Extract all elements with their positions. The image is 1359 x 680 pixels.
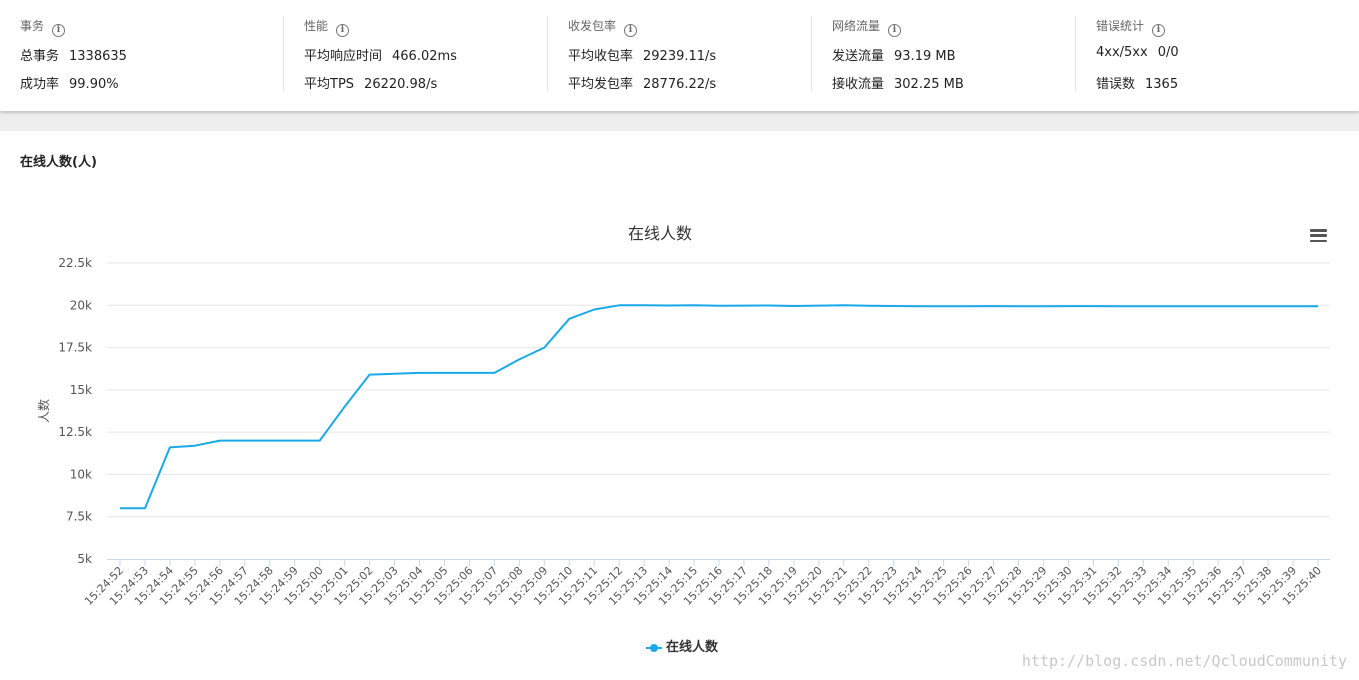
stat-group-header: 收发包率 i (568, 17, 638, 37)
stat-label: 错误数 (1096, 77, 1136, 92)
divider (283, 16, 284, 91)
info-icon[interactable]: i (52, 24, 66, 37)
stat-group-title: 性能 (304, 19, 329, 33)
y-tick-label: 15k (70, 383, 92, 397)
stats-panel: 事务 i 总事务 1338635 成功率 99.90% 性能 i 平均响应时间 466.0… (0, 0, 1359, 111)
y-tick-label: 17.5k (58, 341, 92, 355)
stat-value: 302.25 MB (894, 77, 964, 92)
stat-value: 1365 (1145, 77, 1179, 92)
stat-value: 99.90% (69, 77, 119, 92)
stat-group-title: 错误统计 (1096, 19, 1145, 33)
chart-menu-icon[interactable] (1310, 229, 1327, 243)
chart-title: 在线人数 (627, 224, 692, 243)
stat-row: 平均收包率 29239.11/s (568, 45, 716, 64)
legend-label: 在线人数 (666, 640, 719, 655)
series-line-online-users (120, 304, 1318, 510)
divider (547, 16, 548, 91)
stat-row: 错误数 1365 (1096, 73, 1178, 92)
stat-group-title: 事务 (20, 19, 45, 33)
stat-row: 平均响应时间 466.02ms (304, 45, 457, 64)
stat-value: 1338635 (69, 49, 127, 64)
stat-row: 发送流量 93.19 MB (832, 45, 956, 64)
stat-group-header: 错误统计 i (1096, 17, 1166, 37)
stat-group-header: 事务 i (20, 17, 66, 37)
stat-group-title: 收发包率 (568, 19, 617, 33)
stat-row: 平均TPS 26220.98/s (304, 73, 437, 92)
section-title: 在线人数(人) (20, 155, 97, 170)
stat-value: 29239.11/s (643, 49, 717, 64)
y-tick-label: 22.5k (58, 256, 92, 270)
stat-row: 接收流量 302.25 MB (832, 73, 964, 92)
stat-group-header: 性能 i (304, 17, 350, 37)
stat-label: 4xx/5xx (1096, 45, 1148, 60)
stat-label: 总事务 (20, 49, 60, 64)
stat-row: 成功率 99.90% (20, 73, 119, 92)
info-icon[interactable]: i (624, 24, 638, 37)
stat-group-title: 网络流量 (832, 19, 881, 33)
y-tick-label: 5k (77, 552, 92, 566)
legend-marker-icon (646, 643, 662, 653)
stat-label: 平均收包率 (568, 49, 634, 64)
stat-label: 发送流量 (832, 49, 885, 64)
y-tick-label: 20k (70, 298, 92, 312)
divider (1075, 16, 1076, 91)
stat-value: 466.02ms (392, 49, 457, 64)
stat-value: 93.19 MB (894, 49, 956, 64)
stat-label: 平均发包率 (568, 77, 634, 92)
divider (811, 16, 812, 91)
stat-label: 平均响应时间 (304, 49, 383, 64)
stat-label: 平均TPS (304, 77, 355, 92)
stat-value: 26220.98/s (364, 77, 438, 92)
stat-label: 接收流量 (832, 77, 885, 92)
y-tick-label: 10k (70, 467, 92, 481)
chart-legend-item[interactable]: 在线人数 (646, 636, 718, 655)
info-icon[interactable]: i (336, 24, 350, 37)
stat-row: 总事务 1338635 (20, 45, 127, 64)
y-axis-title: 人数 (36, 399, 51, 423)
stat-value: 28776.22/s (643, 77, 717, 92)
stat-group-header: 网络流量 i (832, 17, 902, 37)
info-icon[interactable]: i (888, 24, 902, 37)
stat-row: 平均发包率 28776.22/s (568, 73, 716, 92)
info-icon[interactable]: i (1152, 24, 1166, 37)
watermark: http://blog.csdn.net/QcloudCommunity (1021, 652, 1347, 670)
y-tick-label: 12.5k (58, 425, 92, 439)
section-divider-band (0, 111, 1359, 131)
stat-label: 成功率 (20, 77, 60, 92)
stat-row: 4xx/5xx 0/0 (1096, 45, 1179, 60)
stat-value: 0/0 (1157, 45, 1179, 60)
y-tick-label: 7.5k (66, 510, 92, 524)
